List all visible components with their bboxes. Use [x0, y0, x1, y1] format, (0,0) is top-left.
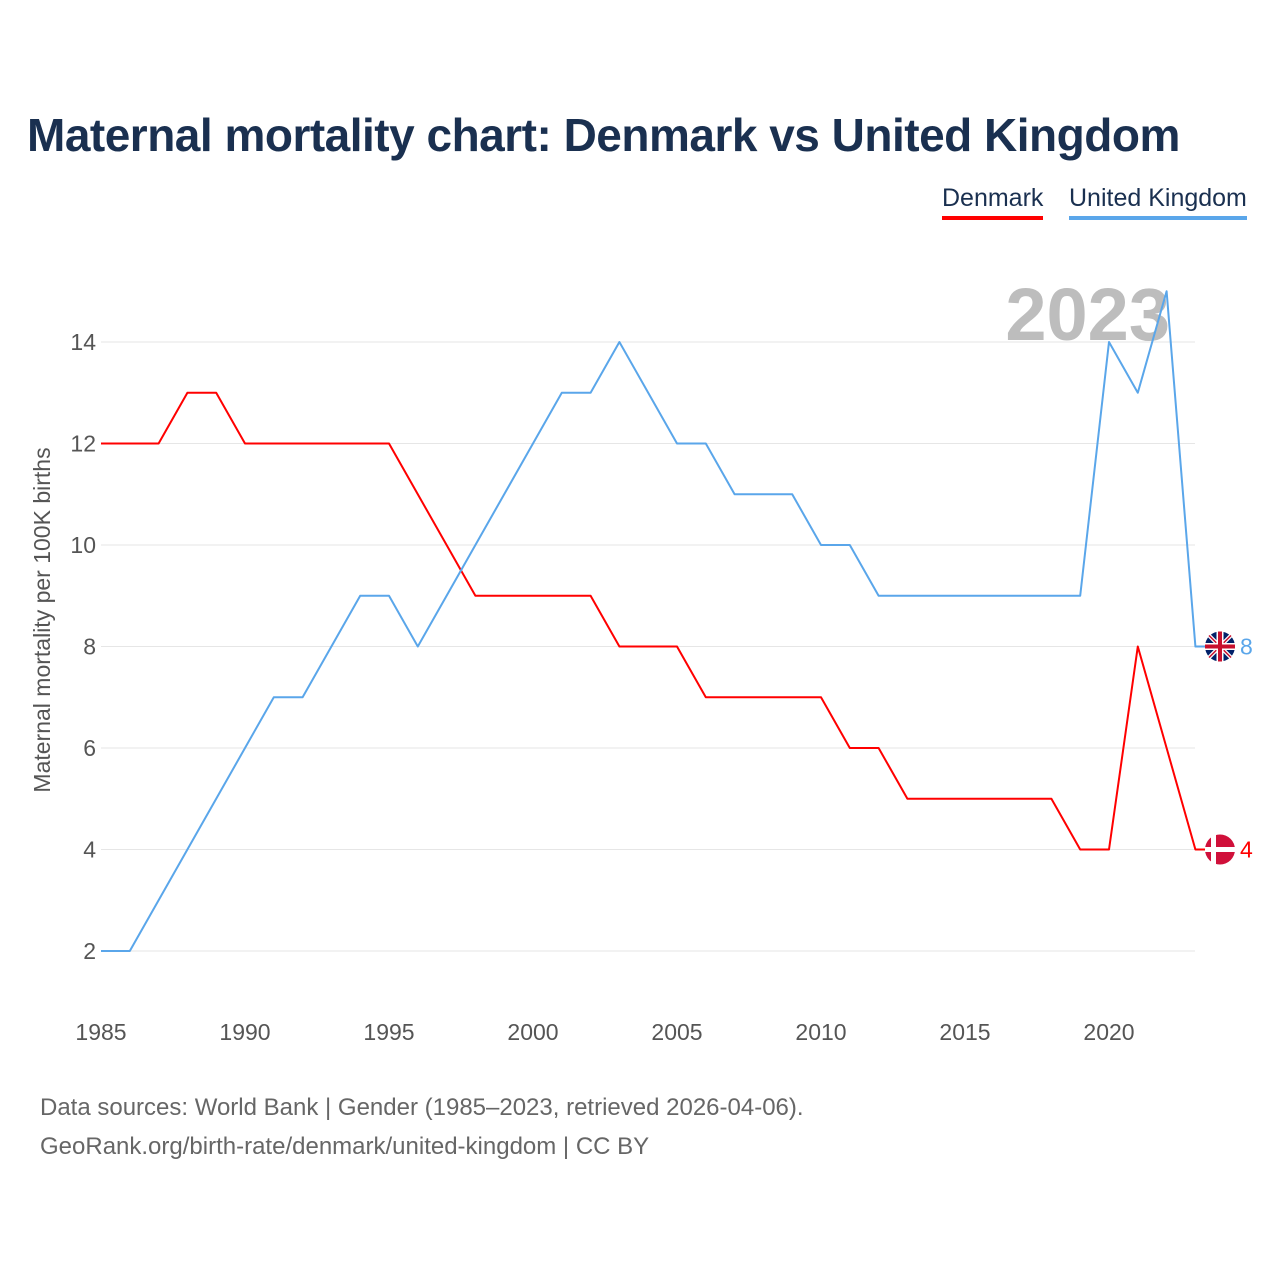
x-tick-label: 1985 — [75, 1019, 126, 1045]
y-tick-label: 2 — [83, 938, 96, 964]
footer-sources: Data sources: World Bank | Gender (1985–… — [40, 1094, 804, 1121]
footer-link[interactable]: GeoRank.org/birth-rate/denmark/united-ki… — [40, 1133, 650, 1160]
x-tick-label: 2010 — [795, 1019, 846, 1045]
y-tick-label: 6 — [83, 735, 96, 761]
flag-icon-united-kingdom — [1205, 631, 1235, 662]
legend-denmark[interactable]: Denmark — [942, 184, 1044, 220]
legend-united-kingdom[interactable]: United Kingdom — [1069, 184, 1247, 220]
y-tick-label: 4 — [83, 837, 96, 863]
y-axis-label: Maternal mortality per 100K births — [29, 447, 55, 792]
x-tick-label: 2020 — [1083, 1019, 1134, 1045]
chart-title: Maternal mortality chart: Denmark vs Uni… — [27, 109, 1180, 161]
footer: Data sources: World Bank | Gender (1985–… — [40, 1088, 804, 1166]
x-tick-label: 2000 — [507, 1019, 558, 1045]
flag-icon-denmark — [1205, 834, 1235, 865]
x-tick-label: 2005 — [651, 1019, 702, 1045]
x-tick-label: 1995 — [363, 1019, 414, 1045]
y-tick-label: 8 — [83, 634, 96, 660]
series-line-denmark — [101, 391, 1206, 851]
y-tick-label: 10 — [70, 532, 96, 558]
flag-cross — [1205, 644, 1235, 649]
x-tick-label: 2015 — [939, 1019, 990, 1045]
y-tick-label: 14 — [70, 329, 96, 355]
end-value-label: 8 — [1240, 634, 1253, 660]
x-tick-label: 1990 — [219, 1019, 270, 1045]
series-line-united-kingdom — [101, 290, 1206, 952]
end-value-label: 4 — [1240, 837, 1253, 863]
y-tick-label: 12 — [70, 431, 96, 457]
flag-cross — [1205, 847, 1235, 852]
year-watermark: 2023 — [1005, 273, 1170, 356]
